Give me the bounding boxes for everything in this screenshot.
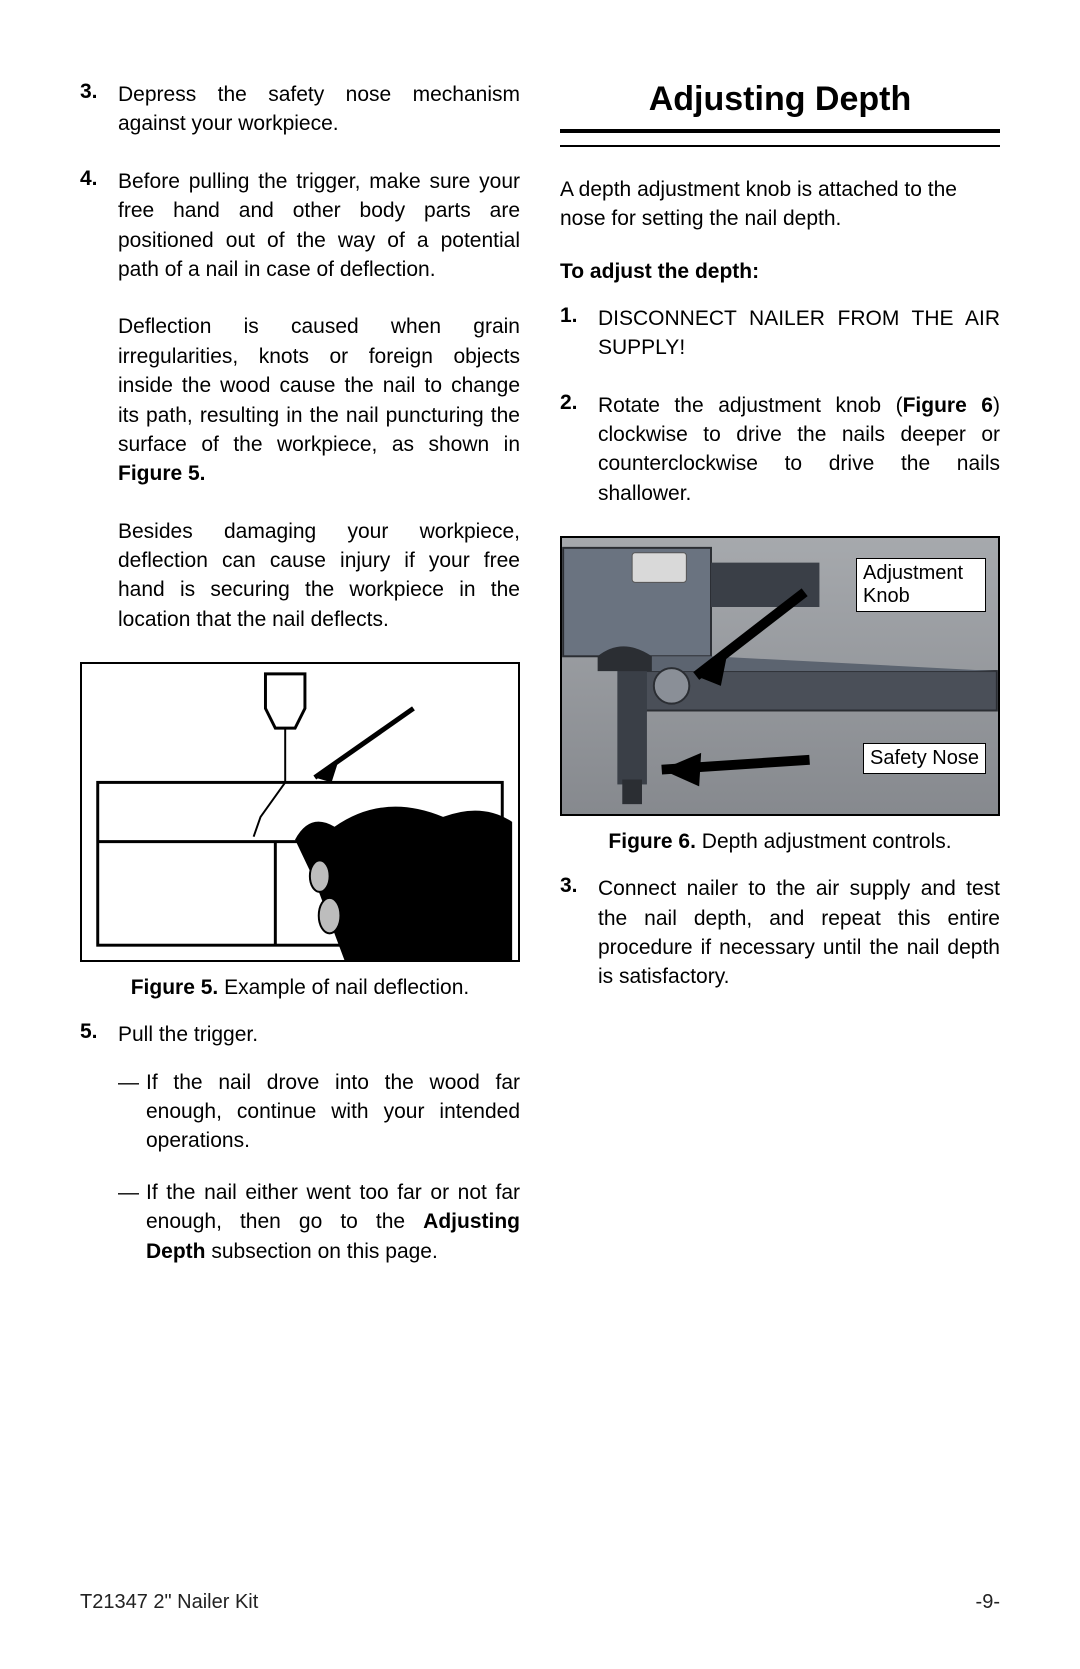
left-column: 3. Depress the safety nose mechanism aga…	[80, 80, 520, 1316]
dash2-post: subsection on this page.	[206, 1240, 438, 1263]
item-number: 4.	[80, 167, 118, 634]
r-item-2: 2. Rotate the adjustment knob (Figure 6)…	[560, 391, 1000, 509]
footer-left: T21347 2" Nailer Kit	[80, 1591, 258, 1614]
two-column-layout: 3. Depress the safety nose mechanism aga…	[80, 80, 1000, 1316]
subhead: To adjust the depth:	[560, 260, 1000, 284]
r-item-1: 1. DISCONNECT NAILER FROM THE AIR SUPPLY…	[560, 304, 1000, 363]
fig6-label-safety-nose: Safety Nose	[863, 743, 986, 774]
right-ordered-list-2: 3. Connect nailer to the air supply and …	[560, 874, 1000, 992]
fig6-label-adjustment-knob: Adjustment Knob	[856, 558, 986, 612]
fig5-caption-bold: Figure 5.	[131, 976, 219, 999]
figure-5-caption: Figure 5. Example of nail deflection.	[80, 976, 520, 1000]
list-item-3: 3. Depress the safety nose mechanism aga…	[80, 80, 520, 139]
item-body: DISCONNECT NAILER FROM THE AIR SUPPLY!	[598, 304, 1000, 363]
item-body: Before pulling the trigger, make sure yo…	[118, 167, 520, 634]
item-body: Pull the trigger. — If the nail drove in…	[118, 1020, 520, 1288]
right-ordered-list: 1. DISCONNECT NAILER FROM THE AIR SUPPLY…	[560, 304, 1000, 508]
section-title: Adjusting Depth	[560, 80, 1000, 119]
item-body: Depress the safety nose mechanism agains…	[118, 80, 520, 139]
right-column: Adjusting Depth A depth adjustment knob …	[560, 80, 1000, 1316]
r2-pre: Rotate the adjustment knob (	[598, 394, 903, 417]
fig6-label2-text: Safety Nose	[870, 747, 979, 769]
fig6-label1-text: Adjustment Knob	[863, 562, 963, 607]
item-body: Rotate the adjustment knob (Figure 6) cl…	[598, 391, 1000, 509]
dash-item-2: — If the nail either went too far or not…	[118, 1178, 520, 1266]
dash-mark: —	[118, 1178, 146, 1266]
item4-p2-bold: Figure 5.	[118, 462, 206, 485]
dash-list: — If the nail drove into the wood far en…	[118, 1068, 520, 1266]
item5-text: Pull the trigger.	[118, 1020, 520, 1049]
item-number: 3.	[560, 874, 598, 992]
figure-5-illustration	[82, 664, 518, 960]
dash2-body: If the nail either went too far or not f…	[146, 1178, 520, 1266]
list-item-5: 5. Pull the trigger. — If the nail drove…	[80, 1020, 520, 1288]
intro-paragraph: A depth adjustment knob is attached to t…	[560, 175, 1000, 234]
item-number: 1.	[560, 304, 598, 363]
dash1-body: If the nail drove into the wood far enou…	[146, 1068, 520, 1156]
left-ordered-list: 3. Depress the safety nose mechanism aga…	[80, 80, 520, 634]
rule-light	[560, 145, 1000, 147]
figure-5-box	[80, 662, 520, 962]
fig6-caption-rest: Depth adjustment controls.	[696, 830, 952, 853]
item-number: 2.	[560, 391, 598, 509]
fig5-caption-rest: Example of nail deflection.	[218, 976, 469, 999]
item-body: Connect nailer to the air supply and tes…	[598, 874, 1000, 992]
item4-p3: Besides damaging your workpiece, deflect…	[118, 517, 520, 635]
r2-bold: Figure 6	[903, 394, 993, 417]
figure-6-box: Adjustment Knob Safety Nose	[560, 536, 1000, 816]
footer-right: -9-	[976, 1591, 1000, 1614]
rule-heavy	[560, 129, 1000, 133]
list-item-4: 4. Before pulling the trigger, make sure…	[80, 167, 520, 634]
item4-p1: Before pulling the trigger, make sure yo…	[118, 167, 520, 285]
item4-p2: Deflection is caused when grain irregula…	[118, 312, 520, 488]
left-ordered-list-continued: 5. Pull the trigger. — If the nail drove…	[80, 1020, 520, 1288]
item-number: 3.	[80, 80, 118, 139]
r-item-3: 3. Connect nailer to the air supply and …	[560, 874, 1000, 992]
title-rules	[560, 129, 1000, 147]
page-footer: T21347 2" Nailer Kit -9-	[80, 1591, 1000, 1614]
item4-p2-pre: Deflection is caused when grain irregula…	[118, 315, 520, 456]
fig6-caption-bold: Figure 6.	[608, 830, 696, 853]
dash-item-1: — If the nail drove into the wood far en…	[118, 1068, 520, 1156]
dash-mark: —	[118, 1068, 146, 1156]
figure-6-caption: Figure 6. Depth adjustment controls.	[560, 830, 1000, 854]
item-number: 5.	[80, 1020, 118, 1288]
